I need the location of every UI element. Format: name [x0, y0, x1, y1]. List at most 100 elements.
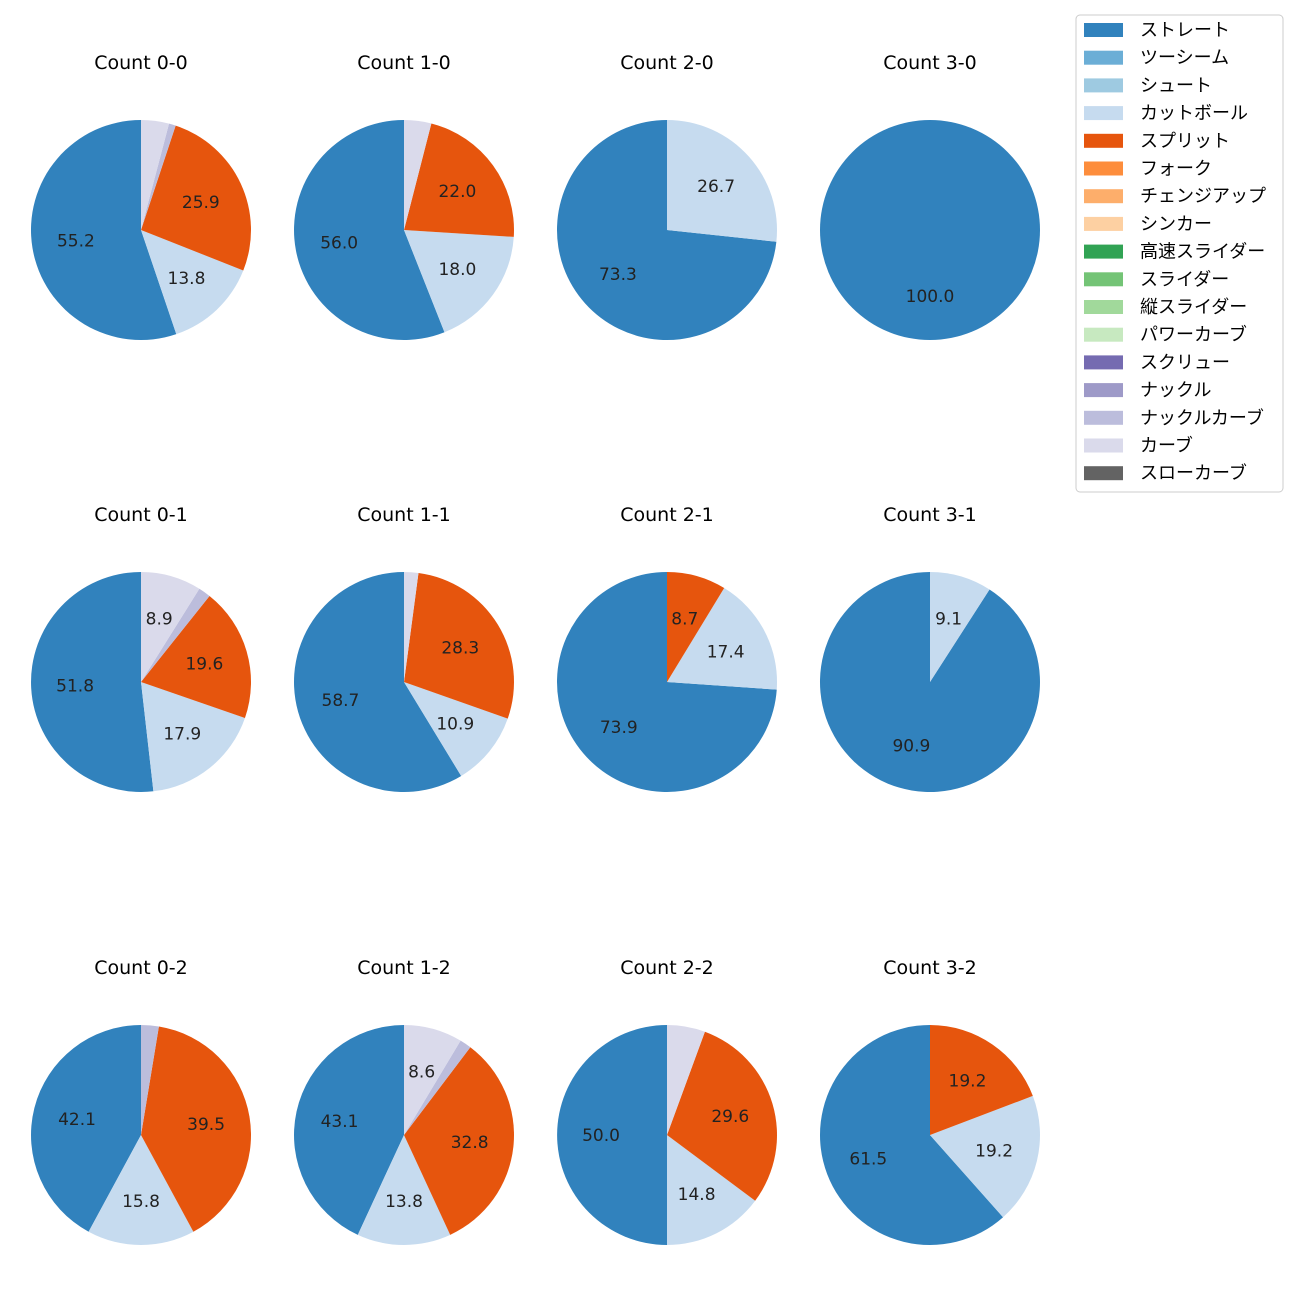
slice-label: 39.5 [187, 1115, 225, 1135]
pie-slice [141, 595, 252, 718]
pie-chart: Count 1-2 43.1 13.8 32.8 8.6 [294, 957, 514, 1245]
pie-slice [667, 572, 725, 682]
legend-label: シンカー [1140, 214, 1212, 235]
legend-swatch [1084, 23, 1123, 37]
pie-slice [404, 572, 419, 682]
pie-slice [294, 1025, 404, 1235]
legend-swatch [1084, 327, 1123, 342]
legend-frame [1075, 14, 1284, 493]
legend-label: スプリット [1140, 131, 1230, 152]
pie-slice [141, 1026, 252, 1232]
legend-label: カットボール [1140, 103, 1248, 124]
pie-slice [404, 123, 514, 237]
slice-label: 8.6 [408, 1062, 435, 1082]
pie-slice [404, 120, 432, 230]
slice-label: 8.7 [671, 609, 698, 629]
slice-label: 13.8 [385, 1192, 423, 1212]
slice-label: 19.2 [949, 1072, 987, 1092]
legend-label: カーブ [1140, 435, 1193, 457]
legend-swatch [1084, 272, 1123, 287]
slice-label: 55.2 [57, 232, 95, 252]
pie-chart: Count 0-2 42.1 15.8 39.5 [31, 957, 252, 1245]
pie-slice [667, 1025, 705, 1135]
slice-label: 42.1 [58, 1110, 96, 1130]
pie-slice [819, 1025, 1004, 1245]
slice-label: 13.8 [168, 269, 206, 289]
pie-chart: Count 3-2 61.5 19.2 19.2 [819, 957, 1040, 1245]
pie-chart: Count 0-0 55.2 13.8 25.9 [30, 52, 252, 341]
pie-title: Count 2-2 [620, 957, 714, 979]
pie-slice [404, 682, 508, 776]
pie-slice [404, 1025, 461, 1135]
pie-title: Count 1-2 [357, 957, 451, 979]
pie-slice [141, 1025, 159, 1135]
legend-swatch [1084, 466, 1123, 481]
pie-title: Count 3-2 [883, 957, 977, 979]
legend-item: スライダー [1084, 269, 1229, 290]
pie-title: Count 3-1 [883, 504, 977, 526]
legend-item: スローカーブ [1084, 462, 1247, 484]
slice-label: 17.4 [707, 643, 745, 663]
pie-slice [141, 588, 210, 682]
slice-label: 51.8 [56, 677, 94, 697]
pie-title: Count 2-0 [620, 52, 714, 74]
slice-label: 73.9 [600, 718, 638, 738]
legend-label: 縦スライダー [1140, 297, 1247, 318]
pie-chart: Count 1-0 56.0 18.0 22.0 [294, 52, 514, 340]
pie-slice [557, 1025, 667, 1245]
legend-item: 縦スライダー [1084, 297, 1247, 318]
slice-label: 43.1 [321, 1112, 359, 1132]
slice-label: 18.0 [438, 260, 476, 280]
slice-label: 58.7 [322, 691, 360, 711]
legend-label: ツーシーム [1140, 48, 1229, 69]
legend-label: パワーカーブ [1140, 324, 1247, 346]
slice-label: 32.8 [451, 1133, 489, 1153]
slice-label: 17.9 [163, 725, 201, 745]
slice-label: 9.1 [935, 610, 962, 630]
pie-slice [31, 572, 154, 793]
pie-slice [667, 588, 778, 690]
pie-slice [141, 120, 170, 230]
pie-slice [930, 1095, 1040, 1218]
pies-group: Count 0-0 55.2 13.8 25.9 Count 1-0 56.0 18.0 22… [30, 52, 1040, 1245]
pie-slice [141, 572, 200, 682]
legend-item: シュート [1084, 75, 1212, 96]
slice-label: 90.9 [892, 736, 930, 756]
legend-item: ツーシーム [1084, 48, 1229, 69]
legend-swatch [1084, 161, 1123, 176]
legend-swatch [1084, 78, 1123, 93]
pie-title: Count 3-0 [883, 52, 977, 74]
slice-label: 8.9 [146, 610, 173, 630]
legend-label: フォーク [1140, 159, 1212, 180]
slice-label: 10.9 [436, 715, 474, 735]
pie-slice [404, 1047, 514, 1235]
pie-slice [667, 120, 777, 242]
pie-slice [88, 1135, 194, 1245]
slice-label: 100.0 [906, 287, 955, 307]
legend-label: ストレート [1140, 20, 1230, 41]
pie-slice [557, 572, 777, 792]
slice-label: 19.6 [185, 655, 223, 675]
pie-chart: Count 2-1 73.9 17.4 8.7 [557, 504, 778, 792]
pie-slice [404, 1040, 471, 1135]
legend-swatch [1084, 438, 1123, 453]
slice-label: 22.0 [438, 182, 476, 202]
legend-swatch [1084, 383, 1123, 398]
pie-slice [141, 230, 244, 335]
legend-swatch [1084, 133, 1123, 148]
pie-slice [31, 1025, 141, 1232]
pie-chart: Count 0-1 51.8 17.9 19.6 8.9 [31, 504, 252, 793]
legend-swatch [1084, 355, 1123, 370]
pie-title: Count 2-1 [620, 504, 714, 526]
pie-slice [930, 572, 990, 682]
pie-chart: Count 1-1 58.7 10.9 28.3 [293, 504, 514, 793]
pie-chart: Count 2-0 73.3 26.7 [556, 52, 777, 340]
slice-label: 19.2 [975, 1142, 1013, 1162]
legend-label: 高速スライダー [1140, 242, 1265, 263]
legend-label: シュート [1140, 75, 1212, 96]
pie-slice [404, 572, 514, 719]
legend-swatch [1084, 300, 1123, 314]
legend-item: カーブ [1084, 435, 1193, 457]
